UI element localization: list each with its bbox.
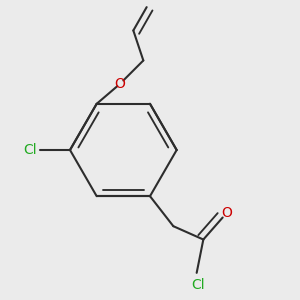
Text: Cl: Cl <box>191 278 205 292</box>
Text: O: O <box>115 77 125 91</box>
Text: O: O <box>221 206 232 220</box>
Text: Cl: Cl <box>23 143 37 157</box>
